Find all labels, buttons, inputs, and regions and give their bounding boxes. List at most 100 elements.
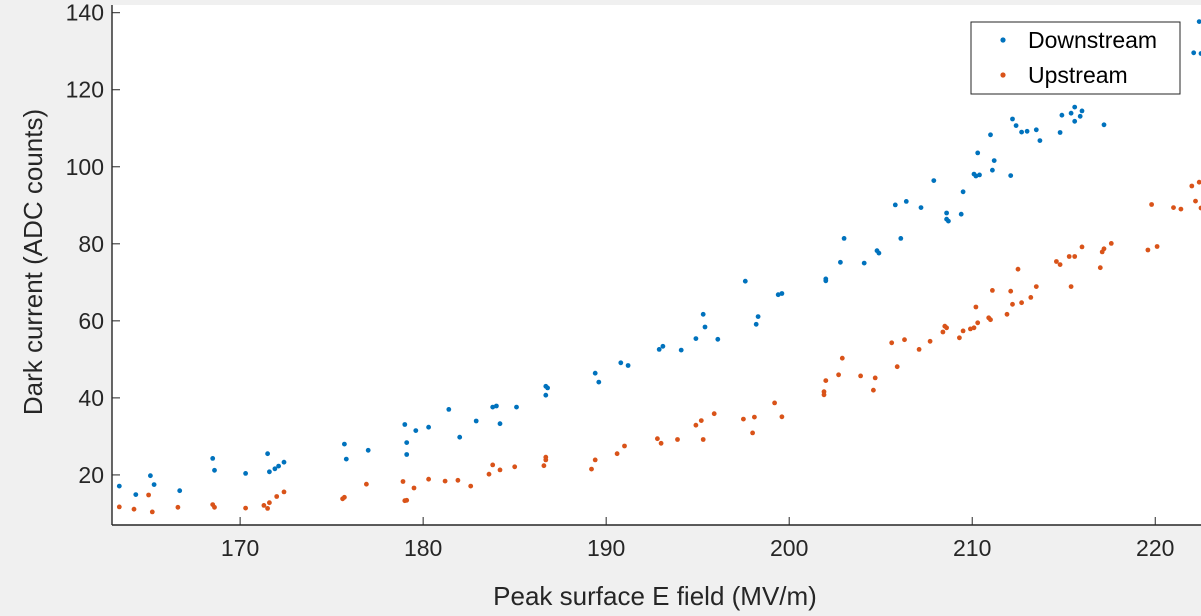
point-downstream-80 xyxy=(1068,110,1074,116)
point-downstream-14 xyxy=(343,456,349,462)
point-downstream-78 xyxy=(1057,130,1063,135)
point-upstream-31 xyxy=(589,466,594,472)
point-downstream-72 xyxy=(1010,116,1015,122)
point-downstream-73 xyxy=(1013,123,1019,128)
point-downstream-0 xyxy=(116,483,122,489)
point-downstream-26 xyxy=(497,421,503,427)
point-downstream-46 xyxy=(779,291,785,296)
point-upstream-43 xyxy=(750,430,755,436)
point-downstream-57 xyxy=(918,205,924,211)
point-downstream-61 xyxy=(946,218,951,224)
point-downstream-36 xyxy=(660,343,666,349)
legend-marker-downstream xyxy=(1000,37,1006,43)
point-upstream-87 xyxy=(1101,246,1107,252)
point-upstream-57 xyxy=(902,337,907,343)
point-upstream-37 xyxy=(675,437,680,442)
point-upstream-4 xyxy=(175,504,181,510)
point-downstream-63 xyxy=(960,189,966,195)
point-downstream-50 xyxy=(841,236,847,241)
point-downstream-9 xyxy=(267,469,272,475)
point-downstream-67 xyxy=(977,172,982,178)
point-downstream-74 xyxy=(1019,129,1024,135)
point-upstream-58 xyxy=(916,347,922,352)
point-upstream-81 xyxy=(1066,254,1072,259)
point-upstream-83 xyxy=(1072,254,1078,259)
point-downstream-10 xyxy=(272,466,278,472)
point-upstream-26 xyxy=(497,467,503,473)
point-upstream-36 xyxy=(658,440,664,446)
point-upstream-44 xyxy=(752,414,757,420)
point-upstream-20 xyxy=(426,476,431,482)
point-upstream-89 xyxy=(1145,247,1151,253)
point-upstream-79 xyxy=(1054,259,1059,264)
point-upstream-66 xyxy=(971,325,977,331)
point-downstream-48 xyxy=(823,278,829,284)
point-downstream-44 xyxy=(755,314,761,319)
point-upstream-10 xyxy=(267,500,272,506)
point-downstream-76 xyxy=(1033,127,1039,133)
point-downstream-33 xyxy=(618,360,624,366)
point-upstream-15 xyxy=(364,481,369,487)
point-upstream-90 xyxy=(1149,202,1154,207)
point-upstream-80 xyxy=(1057,262,1063,267)
point-downstream-75 xyxy=(1024,128,1030,134)
point-upstream-24 xyxy=(486,471,492,477)
point-downstream-42 xyxy=(742,278,748,284)
point-upstream-55 xyxy=(889,340,895,346)
point-downstream-30 xyxy=(545,385,550,391)
point-downstream-77 xyxy=(1037,138,1043,144)
point-downstream-24 xyxy=(490,404,496,410)
point-upstream-56 xyxy=(894,364,900,370)
point-downstream-23 xyxy=(473,418,479,424)
point-downstream-70 xyxy=(991,158,997,164)
point-downstream-5 xyxy=(210,456,216,461)
point-upstream-65 xyxy=(968,326,973,332)
point-downstream-37 xyxy=(678,347,684,353)
x-tick-label-220: 220 xyxy=(1136,535,1174,561)
x-tick-label-190: 190 xyxy=(587,535,625,561)
point-upstream-33 xyxy=(614,451,620,457)
point-downstream-22 xyxy=(457,434,463,440)
point-downstream-56 xyxy=(903,199,909,204)
y-tick-label-80: 80 xyxy=(78,231,104,257)
point-downstream-81 xyxy=(1072,104,1078,110)
point-downstream-66 xyxy=(975,150,981,156)
point-upstream-67 xyxy=(973,304,979,310)
x-tick-label-210: 210 xyxy=(953,535,991,561)
y-tick-label-100: 100 xyxy=(66,154,104,180)
point-downstream-4 xyxy=(177,488,183,494)
point-downstream-45 xyxy=(775,292,781,298)
point-upstream-35 xyxy=(655,436,660,442)
y-tick-label-20: 20 xyxy=(78,462,104,488)
point-downstream-53 xyxy=(876,250,882,256)
point-upstream-53 xyxy=(871,387,876,393)
point-upstream-78 xyxy=(1033,284,1039,289)
point-downstream-29 xyxy=(543,392,549,398)
point-upstream-88 xyxy=(1108,241,1114,246)
point-downstream-79 xyxy=(1059,112,1065,118)
point-upstream-34 xyxy=(622,443,627,449)
point-downstream-90 xyxy=(1191,50,1197,56)
point-upstream-22 xyxy=(455,477,461,483)
point-upstream-77 xyxy=(1028,295,1034,300)
point-downstream-40 xyxy=(702,324,708,330)
point-upstream-6 xyxy=(212,504,217,510)
point-upstream-38 xyxy=(693,422,699,428)
point-upstream-51 xyxy=(839,355,845,361)
point-upstream-60 xyxy=(940,329,946,335)
point-downstream-18 xyxy=(404,452,410,457)
point-upstream-70 xyxy=(988,317,993,323)
point-upstream-85 xyxy=(1097,265,1103,271)
point-downstream-19 xyxy=(413,428,419,433)
ticks: 170 180 190 200 210 220 20 40 60 80 100 120 140 xyxy=(66,0,1175,561)
point-upstream-76 xyxy=(1019,300,1024,306)
point-upstream-52 xyxy=(858,373,863,379)
point-downstream-91 xyxy=(1196,19,1201,24)
point-upstream-28 xyxy=(541,463,547,469)
point-upstream-18 xyxy=(404,497,410,503)
y-tick-label-40: 40 xyxy=(78,385,104,411)
legend-marker-upstream xyxy=(1000,72,1006,78)
point-downstream-32 xyxy=(596,379,602,385)
legend-box xyxy=(970,21,1181,95)
point-downstream-3 xyxy=(151,482,157,487)
